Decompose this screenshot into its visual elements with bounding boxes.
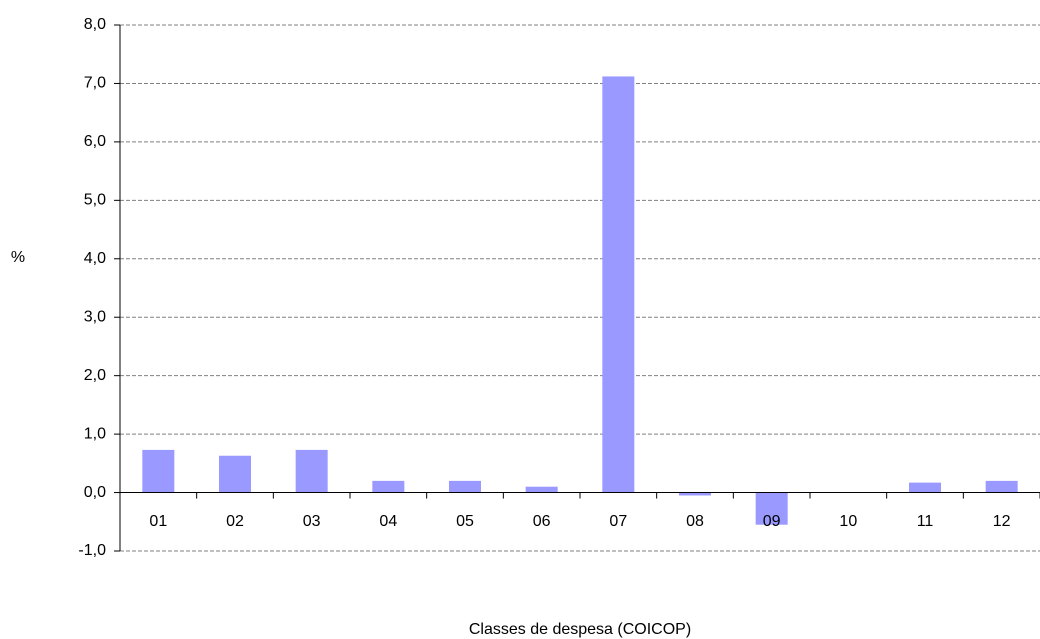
y-tick-label: 8,0 — [84, 16, 106, 33]
x-axis-title: Classes de despesa (COICOP) — [469, 621, 691, 638]
x-tick-label: 04 — [379, 513, 397, 530]
x-tick-label: 05 — [456, 513, 474, 530]
bar — [755, 492, 788, 525]
bar — [142, 449, 175, 493]
bar — [985, 480, 1018, 493]
y-tick-label: -1,0 — [78, 542, 106, 559]
y-axis-label: % — [11, 249, 25, 266]
y-tick-label: 0,0 — [84, 484, 106, 501]
x-tick-label: 01 — [149, 513, 167, 530]
x-tick-label: 03 — [303, 513, 321, 530]
bar — [602, 76, 635, 493]
x-tick-label: 09 — [763, 513, 781, 530]
x-tick-label: 10 — [839, 513, 857, 530]
bar — [909, 482, 941, 493]
y-tick-label: 2,0 — [84, 367, 106, 384]
y-tick-label: 6,0 — [84, 133, 106, 150]
y-tick-label: 4,0 — [84, 250, 106, 267]
x-tick-label: 07 — [609, 513, 627, 530]
bar — [295, 449, 328, 493]
y-tick-label: 3,0 — [84, 308, 106, 325]
bar — [679, 492, 711, 496]
y-tick-label: 5,0 — [84, 192, 106, 209]
bar — [372, 480, 405, 493]
y-tick-label: 1,0 — [84, 425, 106, 442]
x-tick-label: 08 — [686, 513, 704, 530]
x-tick-label: 06 — [533, 513, 551, 530]
y-tick-label: 7,0 — [84, 75, 106, 92]
x-tick-label: 12 — [993, 513, 1011, 530]
bar — [449, 480, 481, 493]
bar — [525, 486, 558, 493]
bar — [219, 455, 251, 493]
x-tick-label: 11 — [917, 513, 934, 530]
x-tick-label: 02 — [226, 513, 244, 530]
